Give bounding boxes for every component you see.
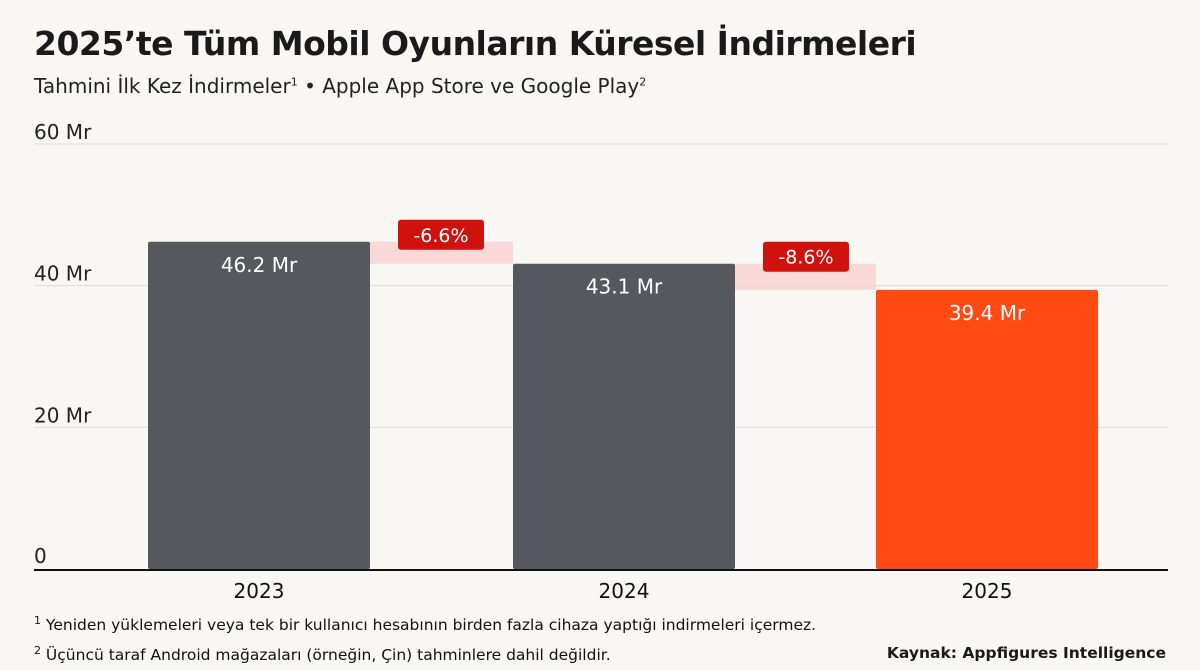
change-badge xyxy=(398,219,484,250)
footnote-mark: 2 xyxy=(639,75,647,89)
bar-2024 xyxy=(513,263,735,569)
y-tick-label: 60 Mr xyxy=(34,120,92,144)
subtitle-text: Tahmini İlk Kez İndirmeler xyxy=(34,74,291,98)
change-label: -8.6% xyxy=(778,247,833,269)
y-tick-label: 40 Mr xyxy=(34,262,92,286)
x-tick-label: 2025 xyxy=(962,579,1013,603)
footnote-text: Üçüncü taraf Android mağazaları (örneğin… xyxy=(41,646,611,665)
data-label: 43.1 Mr xyxy=(586,275,663,299)
x-tick-label: 2024 xyxy=(599,579,650,603)
chart-subtitle: Tahmini İlk Kez İndirmeler1 • Apple App … xyxy=(34,74,646,98)
footnote-text: Yeniden yüklemeleri veya tek bir kullanı… xyxy=(41,616,817,635)
data-label: 39.4 Mr xyxy=(949,301,1026,325)
footnote-1: 1 Yeniden yüklemeleri veya tek bir kulla… xyxy=(34,614,816,634)
x-tick-label: 2023 xyxy=(234,579,285,603)
change-label: -6.6% xyxy=(413,225,468,247)
y-tick-label: 0 xyxy=(34,544,47,568)
footnote-mark: 1 xyxy=(34,614,41,627)
source-note: Kaynak: Appfigures Intelligence xyxy=(886,644,1166,662)
change-badge xyxy=(763,241,849,272)
bar-2025 xyxy=(876,289,1098,569)
subtitle-text: • Apple App Store ve Google Play xyxy=(297,74,640,98)
data-label: 46.2 Mr xyxy=(221,253,298,277)
footnote-mark: 1 xyxy=(290,75,298,89)
bar-2023 xyxy=(148,241,370,569)
y-tick-label: 20 Mr xyxy=(34,403,92,427)
footnote-2: 2 Üçüncü taraf Android mağazaları (örneğ… xyxy=(34,644,611,664)
chart-title: 2025’te Tüm Mobil Oyunların Küresel İndi… xyxy=(34,24,917,63)
footnote-mark: 2 xyxy=(34,644,41,657)
